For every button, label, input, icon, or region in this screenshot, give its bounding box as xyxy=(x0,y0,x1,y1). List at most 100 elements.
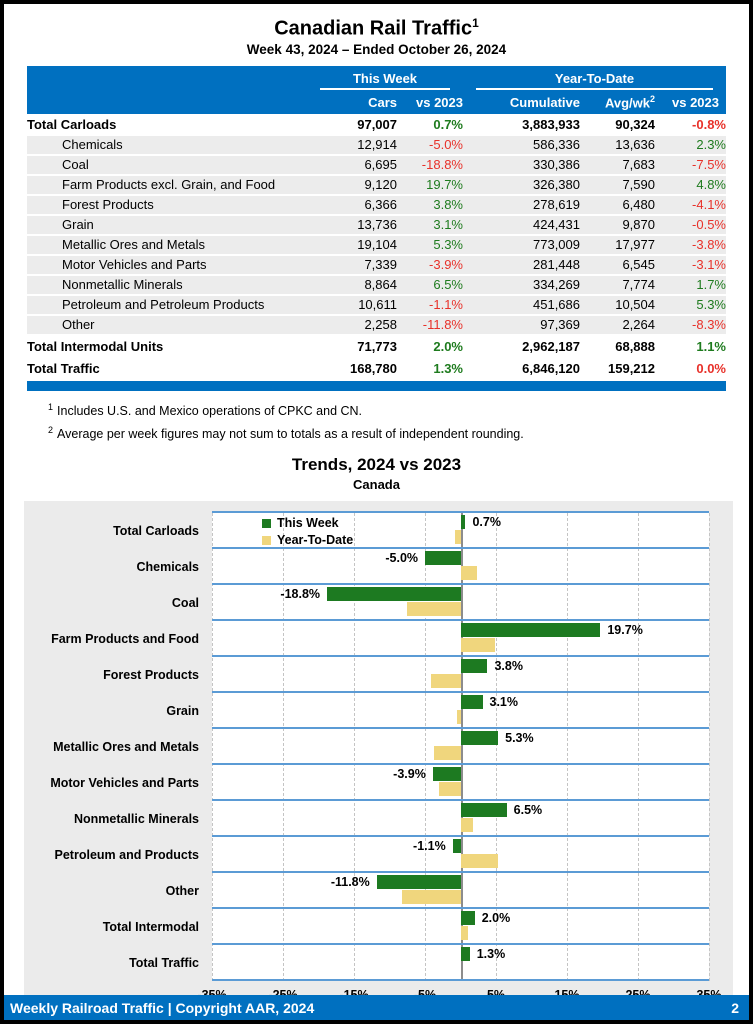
avgwk-value: 2,264 xyxy=(580,314,655,336)
bar-this-week xyxy=(452,838,461,853)
row-label: Total Carloads xyxy=(27,113,307,136)
bar-value-label: -1.1% xyxy=(413,838,446,853)
traffic-table-wrap: This Week Year-To-Date Cars vs 2023 Cumu… xyxy=(27,65,726,380)
cars-value: 12,914 xyxy=(307,135,397,156)
traffic-table-body: Total Carloads 97,007 0.7% 3,883,933 90,324-… xyxy=(27,113,726,380)
table-row: Motor Vehicles and Parts 7,339 -3.9% 281,44… xyxy=(27,254,726,276)
chart-subtitle: Canada xyxy=(353,476,400,492)
chart-category-label: Total Intermodal xyxy=(102,919,199,934)
gridline xyxy=(212,512,213,981)
cars-value: 97,007 xyxy=(307,113,397,136)
row-label: Total Traffic xyxy=(27,357,307,380)
week-vs-2023-value: 0.7% xyxy=(397,113,463,136)
table-row: Total Intermodal Units 71,773 2.0% 2,962,18… xyxy=(27,334,726,358)
week-vs-2023-value: -11.8% xyxy=(397,314,463,336)
cumulative-value: 3,883,933 xyxy=(463,113,580,136)
group-header-year-to-date-label: Year-To-Date xyxy=(476,68,713,90)
bar-year-to-date xyxy=(433,745,461,760)
bar-year-to-date xyxy=(431,673,461,688)
footnotes: 1 Includes U.S. and Mexico operations of … xyxy=(48,398,749,444)
gridline xyxy=(354,512,355,981)
legend-label-this-week: This Week xyxy=(277,515,339,530)
gridline xyxy=(638,512,639,981)
bar-year-to-date xyxy=(401,889,461,904)
cumulative-value: 451,686 xyxy=(463,294,580,316)
row-label: Nonmetallic Minerals xyxy=(27,274,307,296)
table-row: Grain 13,736 3.1% 424,431 9,870 -0.5% xyxy=(27,214,726,236)
bar-year-to-date xyxy=(456,709,461,724)
week-vs-2023-value: 2.0% xyxy=(397,334,463,358)
bar-this-week xyxy=(460,910,475,925)
cars-value: 6,695 xyxy=(307,154,397,176)
bar-this-week xyxy=(460,730,499,745)
gridline xyxy=(425,512,426,981)
table-row: Coal 6,695 -18.8% 330,386 7,683 -7.5% xyxy=(27,154,726,176)
ytd-vs-2023-value: -0.8% xyxy=(655,113,726,136)
page-number: 2 xyxy=(731,999,739,1016)
chart-category-label: Farm Products and Food xyxy=(51,631,199,646)
bar-year-to-date xyxy=(460,637,495,652)
avgwk-value: 159,212 xyxy=(580,357,655,380)
page-title-footnote-marker: 1 xyxy=(472,16,479,30)
bar-year-to-date xyxy=(460,853,499,868)
row-label: Grain xyxy=(27,214,307,236)
avgwk-value: 7,774 xyxy=(580,274,655,296)
col-header-ytd-vs-2023: vs 2023 xyxy=(655,91,726,114)
bar-value-label: 2.0% xyxy=(481,910,511,925)
table-row: Forest Products 6,366 3.8% 278,619 6,480 -4.1… xyxy=(27,194,726,216)
table-row: Total Traffic 168,780 1.3% 6,846,120 159,212… xyxy=(27,357,726,380)
cars-value: 6,366 xyxy=(307,194,397,216)
week-vs-2023-value: 6.5% xyxy=(397,274,463,296)
legend-label-year-to-date: Year-To-Date xyxy=(277,532,354,547)
week-vs-2023-value: -3.9% xyxy=(397,254,463,276)
chart-band: -11.8% xyxy=(212,873,709,909)
bar-value-label: -3.9% xyxy=(393,766,426,781)
table-header-blank xyxy=(27,65,307,92)
bar-value-label: 5.3% xyxy=(505,730,534,745)
table-row: Metallic Ores and Metals 19,104 5.3% 773,00… xyxy=(27,234,726,256)
chart-category-label: Coal xyxy=(171,595,199,610)
cumulative-value: 330,386 xyxy=(463,154,580,176)
footer-bar: Weekly Railroad Traffic | Copyright AAR,… xyxy=(4,995,749,1020)
cars-value: 9,120 xyxy=(307,174,397,196)
page-subtitle: Week 43, 2024 – Ended October 26, 2024 xyxy=(246,41,507,57)
row-label: Forest Products xyxy=(27,194,307,216)
footnote-1-text: Includes U.S. and Mexico operations of C… xyxy=(57,403,363,418)
chart-category-labels: Total Carloads Chemicals Coal Farm Products… xyxy=(24,511,212,1007)
cumulative-value: 278,619 xyxy=(463,194,580,216)
table-row: Petroleum and Petroleum Products 10,611 -1… xyxy=(27,294,726,316)
group-header-this-week-label: This Week xyxy=(320,68,450,90)
bar-this-week xyxy=(327,586,461,601)
col-header-week-vs-2023: vs 2023 xyxy=(397,91,463,114)
bar-value-label: 6.5% xyxy=(513,802,543,817)
table-row: Nonmetallic Minerals 8,864 6.5% 334,269 7,77… xyxy=(27,274,726,296)
table-row: Total Carloads 97,007 0.7% 3,883,933 90,324-… xyxy=(27,113,726,136)
chart-bands: 0.7% -5.0% -18.8% 19.7% 3.8% 3.1% 5.3% -3.9% 6.5… xyxy=(212,513,709,981)
cars-value: 8,864 xyxy=(307,274,397,296)
cumulative-value: 281,448 xyxy=(463,254,580,276)
bar-this-week xyxy=(460,658,488,673)
week-vs-2023-value: -5.0% xyxy=(397,135,463,156)
ytd-vs-2023-value: 0.0% xyxy=(655,357,726,380)
cumulative-value: 586,336 xyxy=(463,135,580,156)
chart-category-label: Grain xyxy=(166,703,199,718)
cars-value: 13,736 xyxy=(307,214,397,236)
row-label: Petroleum and Petroleum Products xyxy=(27,294,307,316)
chart-band: 19.7% xyxy=(212,621,709,657)
avgwk-value: 6,480 xyxy=(580,194,655,216)
bar-this-week xyxy=(460,514,466,529)
chart-band: 1.3% xyxy=(212,945,709,981)
avgwk-value: 7,683 xyxy=(580,154,655,176)
col-header-cumulative: Cumulative xyxy=(463,91,580,114)
chart-category-label: Petroleum and Products xyxy=(54,847,199,862)
ytd-vs-2023-value: 2.3% xyxy=(655,135,726,156)
avgwk-value: 13,636 xyxy=(580,135,655,156)
chart-band: -5.0% xyxy=(212,549,709,585)
ytd-vs-2023-value: 1.7% xyxy=(655,274,726,296)
bar-this-week xyxy=(460,694,483,709)
bar-value-label: 3.1% xyxy=(489,694,519,709)
footnote-2: 2 Average per week figures may not sum to… xyxy=(48,421,749,444)
cumulative-value: 326,380 xyxy=(463,174,580,196)
table-row: Chemicals 12,914 -5.0% 586,336 13,636 2.3% xyxy=(27,135,726,156)
cumulative-value: 773,009 xyxy=(463,234,580,256)
